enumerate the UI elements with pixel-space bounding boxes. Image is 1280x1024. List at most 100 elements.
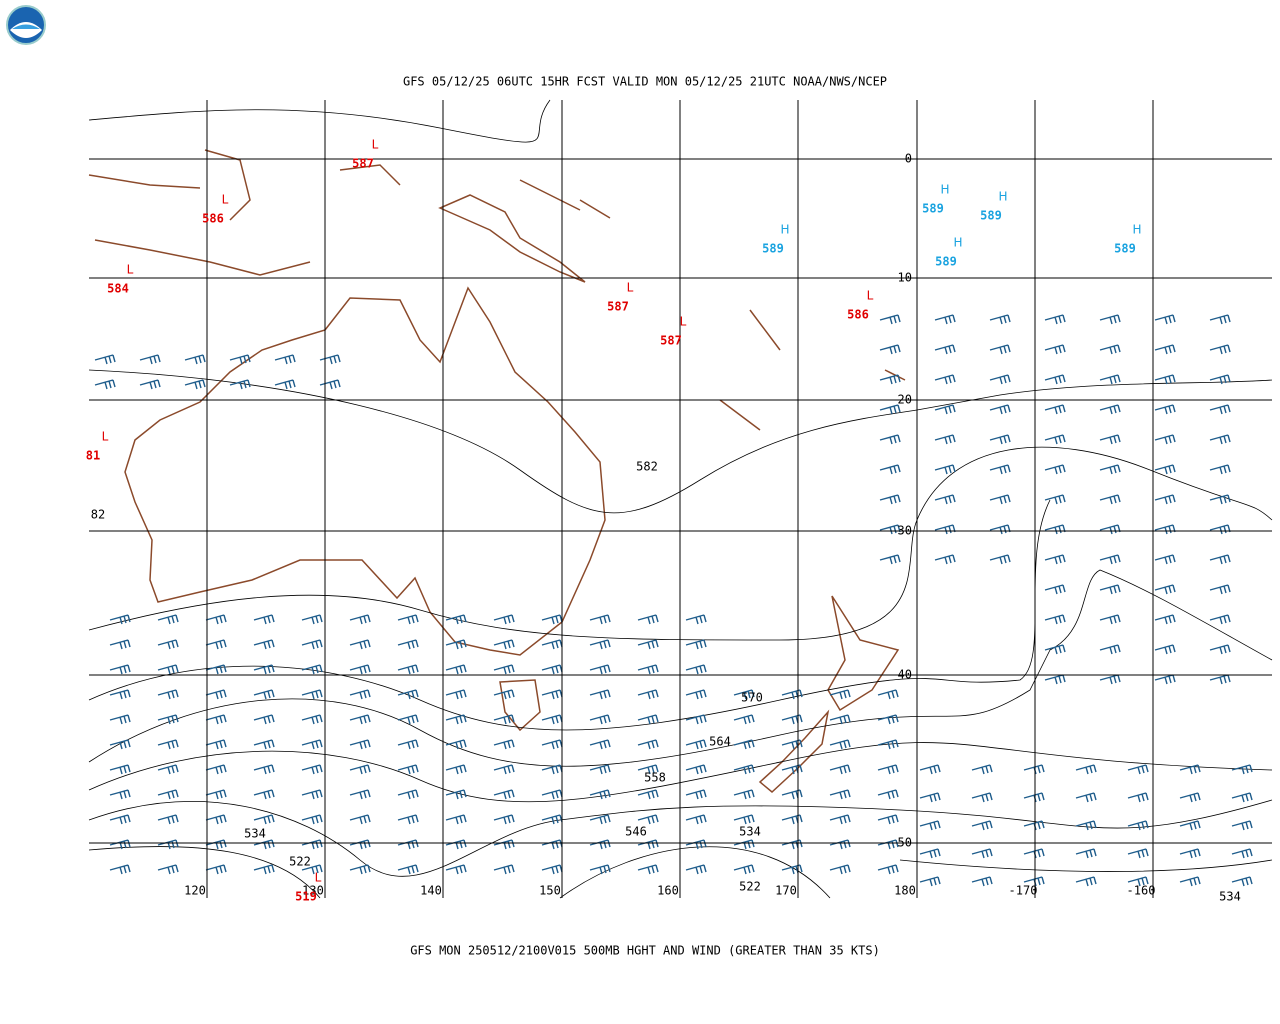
wind-barb	[879, 404, 901, 415]
wind-barb	[685, 814, 707, 825]
wind-barb	[1209, 554, 1231, 565]
wind-barb	[397, 714, 419, 725]
wind-barb	[637, 714, 659, 725]
wind-barb	[971, 820, 993, 831]
wind-barb	[989, 554, 1011, 565]
wind-barb	[109, 789, 131, 800]
wind-barb	[94, 379, 116, 390]
latitude-label: 0	[905, 152, 912, 166]
wind-barb	[971, 848, 993, 859]
wind-barb	[493, 739, 515, 750]
wind-barb	[157, 814, 179, 825]
wind-barb	[934, 344, 956, 355]
wind-barb	[109, 864, 131, 875]
wind-barb	[971, 764, 993, 775]
wind-barb	[1075, 792, 1097, 803]
wind-barb	[541, 814, 563, 825]
wind-barb	[445, 639, 467, 650]
wind-barb	[1044, 584, 1066, 595]
wind-barb	[1231, 876, 1253, 887]
wind-barb	[1154, 344, 1176, 355]
wind-barb	[1209, 344, 1231, 355]
wind-barb	[445, 789, 467, 800]
wind-barb	[397, 764, 419, 775]
contour-label: 522	[739, 880, 761, 894]
wind-barb	[229, 354, 251, 365]
wind-barb	[877, 689, 899, 700]
wind-barb	[877, 789, 899, 800]
wind-barb	[184, 379, 206, 390]
wind-barb	[253, 664, 275, 675]
wind-barb	[589, 814, 611, 825]
wind-barb	[184, 354, 206, 365]
wind-barb	[934, 434, 956, 445]
wind-barb	[301, 739, 323, 750]
wind-barb	[685, 714, 707, 725]
wind-barb	[349, 714, 371, 725]
wind-barb	[934, 374, 956, 385]
wind-barb	[493, 764, 515, 775]
wind-barb	[349, 739, 371, 750]
map-caption: GFS MON 250512/2100V015 500MB HGHT AND W…	[410, 944, 880, 958]
wind-barb	[781, 739, 803, 750]
center-value: 584	[107, 282, 129, 296]
wind-barb	[1179, 820, 1201, 831]
wind-barb	[733, 739, 755, 750]
wind-barb	[253, 614, 275, 625]
wind-barb	[445, 764, 467, 775]
wind-barb	[829, 789, 851, 800]
wind-barb	[589, 689, 611, 700]
wind-barb	[397, 789, 419, 800]
wind-barb	[589, 839, 611, 850]
wind-barb	[541, 689, 563, 700]
wind-barb	[1075, 820, 1097, 831]
wind-barb	[877, 839, 899, 850]
wind-barb	[1154, 644, 1176, 655]
wind-barb	[1075, 848, 1097, 859]
wind-barb	[1044, 434, 1066, 445]
wind-barb	[349, 614, 371, 625]
wind-barb	[989, 374, 1011, 385]
wind-barb	[301, 864, 323, 875]
wind-barb	[445, 864, 467, 875]
center-value: 586	[202, 212, 224, 226]
wind-barb	[1075, 764, 1097, 775]
wind-barb	[1127, 764, 1149, 775]
wind-barb	[685, 689, 707, 700]
wind-barb	[989, 434, 1011, 445]
wind-barb	[1044, 494, 1066, 505]
wind-barb	[1154, 674, 1176, 685]
wind-barb	[919, 820, 941, 831]
wind-barb	[829, 689, 851, 700]
wind-barb	[157, 839, 179, 850]
wind-barb	[1044, 344, 1066, 355]
wind-barb	[934, 554, 956, 565]
wind-barb	[685, 614, 707, 625]
wind-barb	[1154, 584, 1176, 595]
wind-barb	[1023, 792, 1045, 803]
wind-barb	[589, 864, 611, 875]
wind-barb	[879, 314, 901, 325]
wind-barb	[1209, 314, 1231, 325]
wind-barb	[205, 689, 227, 700]
wind-barb	[1209, 524, 1231, 535]
wind-barb	[301, 639, 323, 650]
latitude-label: 50	[898, 836, 912, 850]
wind-barb	[1099, 314, 1121, 325]
wind-barb	[934, 494, 956, 505]
wind-barb	[1023, 876, 1045, 887]
wind-barb	[879, 494, 901, 505]
wind-barb	[1209, 494, 1231, 505]
wind-barb	[301, 839, 323, 850]
wind-barb	[109, 689, 131, 700]
wind-barb	[589, 714, 611, 725]
wind-barb	[1179, 876, 1201, 887]
wind-barb	[877, 764, 899, 775]
center-letter: L	[127, 263, 134, 277]
wind-barb	[493, 839, 515, 850]
wind-barb	[1179, 848, 1201, 859]
wind-barb	[637, 689, 659, 700]
wind-barb	[1209, 434, 1231, 445]
wind-barb	[1154, 494, 1176, 505]
contour-label: 546	[625, 825, 647, 839]
